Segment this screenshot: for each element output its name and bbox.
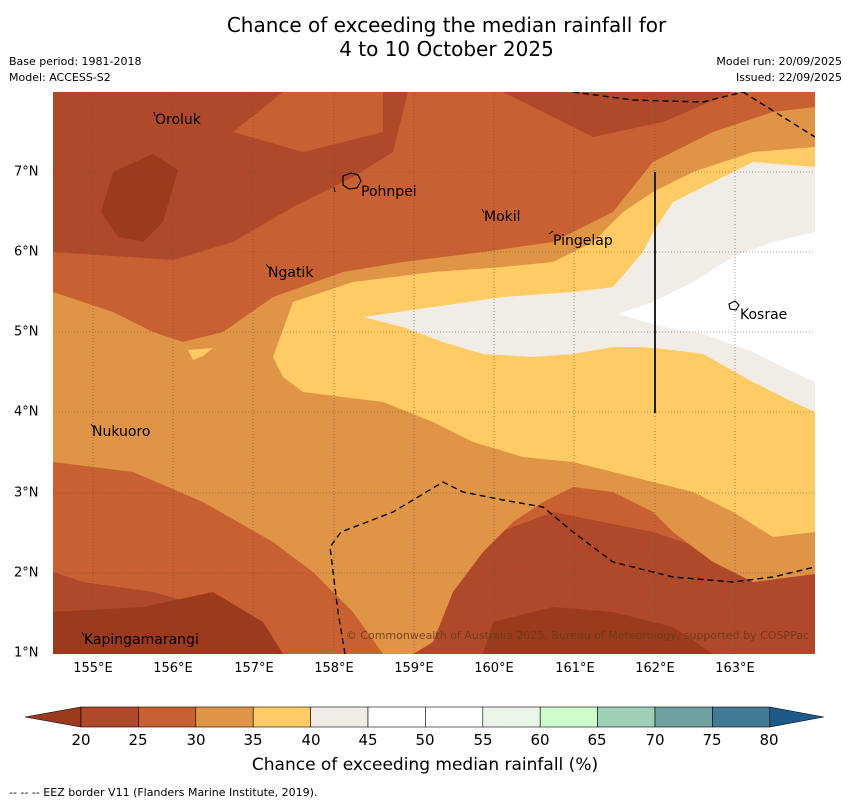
colorbar [25, 706, 824, 728]
lon-label-162: 162°E [635, 661, 675, 676]
colorbar-extend-low [25, 706, 82, 728]
place-mokil: Mokil [484, 209, 521, 225]
place-kapingamarangi: Kapingamarangi [84, 632, 199, 648]
colorbar-cell [712, 706, 771, 728]
colorbar-tick-40: 40 [301, 731, 321, 749]
lat-label-4: 4°N [14, 404, 39, 420]
rainfall-map: © Commonwealth of Australia 2025, Bureau… [53, 92, 815, 654]
base-period: Base period: 1981-2018 [9, 55, 142, 68]
lon-label-156: 156°E [153, 661, 193, 676]
footnote: -- -- -- EEZ border V11 (Flanders Marine… [9, 786, 318, 799]
graticule [53, 92, 815, 654]
meta-right: Model run: 20/09/2025 Issued: 22/09/2025 [716, 54, 842, 86]
title-line-1: Chance of exceeding the median rainfall … [226, 13, 667, 37]
lat-label-5: 5°N [14, 324, 39, 340]
lat-label-3: 3°N [14, 485, 39, 501]
colorbar-tick-70: 70 [645, 731, 665, 749]
colorbar-label: Chance of exceeding median rainfall (%) [251, 755, 599, 775]
colorbar-tick-30: 30 [186, 731, 206, 749]
lat-label-2: 2°N [14, 565, 39, 581]
place-ngatik: Ngatik [268, 265, 314, 281]
place-pingelap: Pingelap [553, 233, 613, 249]
region-20-25-southeast [483, 607, 713, 654]
place-pohnpei: Pohnpei [361, 184, 417, 200]
atoll-marks [81, 111, 554, 637]
lon-label-163: 163°E [715, 661, 755, 676]
colorbar-cell [539, 706, 598, 728]
lat-label-7: 7°N [14, 164, 39, 180]
colorbar-tick-75: 75 [702, 731, 722, 749]
colorbar-cell [252, 706, 311, 728]
map-canvas [53, 92, 815, 654]
colorbar-tick-55: 55 [473, 731, 493, 749]
colorbar-cell [482, 706, 541, 728]
region-20-25-north [101, 154, 178, 242]
colorbar-cell [367, 706, 426, 728]
region-20-25-south [53, 592, 283, 654]
eez-border [329, 92, 815, 654]
lon-label-157: 157°E [234, 661, 274, 676]
colorbar-tick-35: 35 [243, 731, 263, 749]
colorbar-tick-45: 45 [358, 731, 378, 749]
lon-label-155: 155°E [73, 661, 113, 676]
map-title: Chance of exceeding the median rainfall … [0, 13, 850, 61]
colorbar-tick-50: 50 [415, 731, 435, 749]
colorbar-tick-65: 65 [587, 731, 607, 749]
model-name: Model: ACCESS-S2 [9, 71, 111, 84]
lon-label-160: 160°E [474, 661, 514, 676]
lon-label-158: 158°E [314, 661, 354, 676]
colorbar-tick-80: 80 [759, 731, 779, 749]
colorbar-cell [195, 706, 254, 728]
lon-label-161: 161°E [555, 661, 595, 676]
region-45-50 [363, 162, 815, 412]
colorbar-cell [425, 706, 484, 728]
place-nukuoro: Nukuoro [92, 424, 151, 440]
pohnpei-island [342, 172, 362, 190]
copyright-notice: © Commonwealth of Australia 2025, Bureau… [345, 629, 809, 642]
region-50-55 [618, 232, 815, 382]
title-line-2: 4 to 10 October 2025 [339, 37, 554, 61]
place-oroluk: Oroluk [155, 112, 201, 128]
kosrae-island [728, 300, 740, 311]
lat-label-6: 6°N [14, 244, 39, 260]
colorbar-tick-20: 20 [71, 731, 91, 749]
lat-label-1: 1°N [14, 645, 39, 661]
colorbar-cell [654, 706, 713, 728]
issued-date: Issued: 22/09/2025 [735, 71, 842, 84]
colorbar-cell [310, 706, 369, 728]
colorbar-tick-25: 25 [128, 731, 148, 749]
meta-left: Base period: 1981-2018 Model: ACCESS-S2 [9, 54, 141, 86]
colorbar-tick-60: 60 [530, 731, 550, 749]
region-blob [188, 348, 213, 360]
colorbar-extend-high [769, 706, 824, 728]
colorbar-cell [597, 706, 656, 728]
place-kosrae: Kosrae [740, 307, 788, 323]
colorbar-cell [80, 706, 139, 728]
colorbar-cell [138, 706, 197, 728]
lon-label-159: 159°E [394, 661, 434, 676]
model-run: Model run: 20/09/2025 [716, 55, 842, 68]
